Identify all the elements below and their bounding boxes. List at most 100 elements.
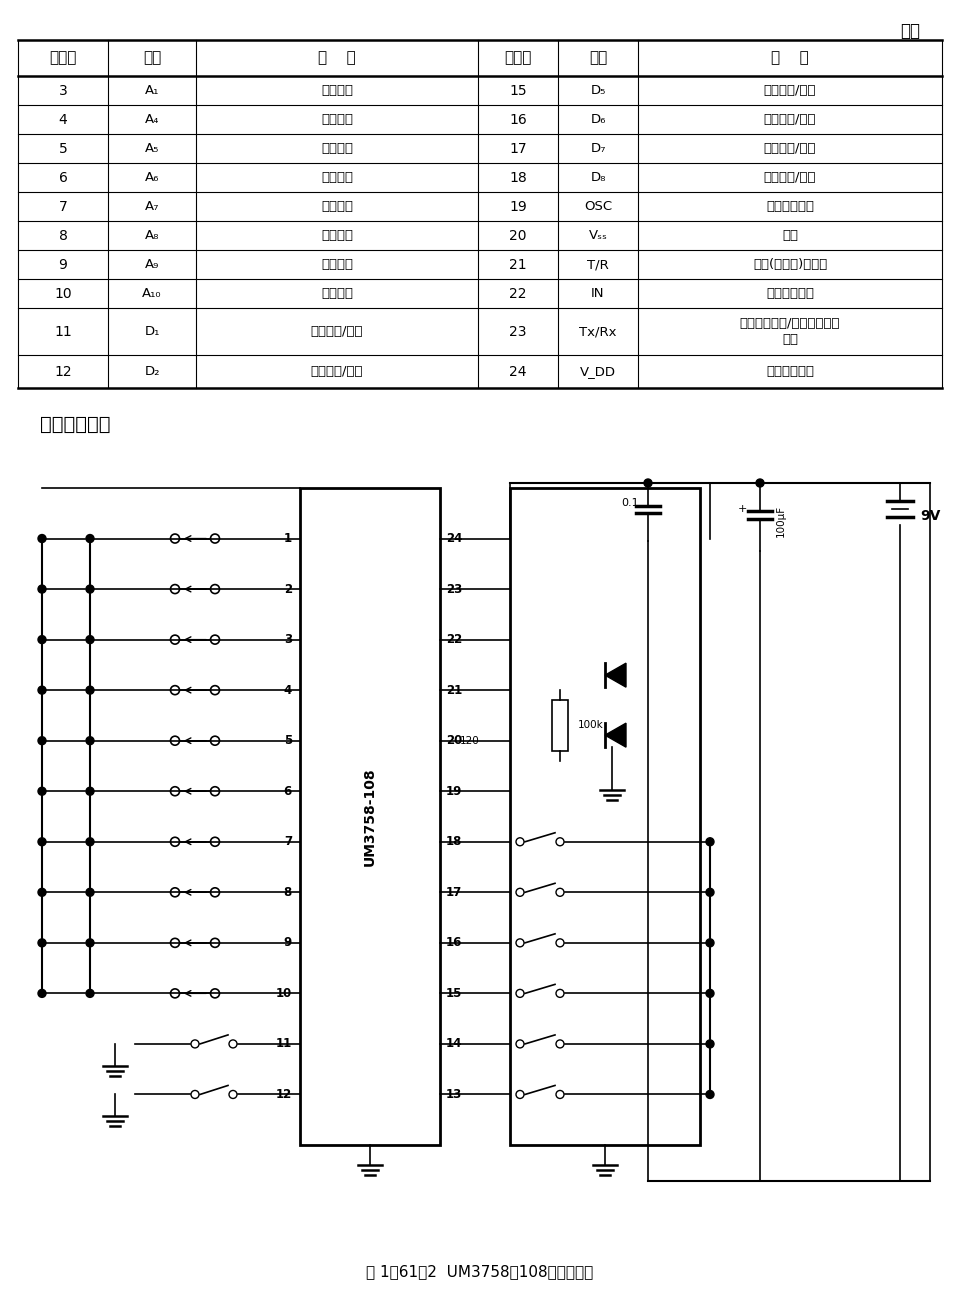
Text: 24: 24 <box>509 365 527 378</box>
Text: 外接振荡元件: 外接振荡元件 <box>766 200 814 213</box>
Text: A₇: A₇ <box>145 200 159 213</box>
Text: 地址输入: 地址输入 <box>321 84 353 97</box>
Circle shape <box>86 990 94 998</box>
Text: 外接电源正端: 外接电源正端 <box>766 365 814 378</box>
Circle shape <box>706 1040 714 1048</box>
Text: 12: 12 <box>54 365 72 378</box>
Circle shape <box>706 990 714 998</box>
Text: 地址输入: 地址输入 <box>321 287 353 300</box>
Text: 6: 6 <box>59 170 67 184</box>
Circle shape <box>86 889 94 896</box>
Text: 17: 17 <box>509 142 527 156</box>
Text: 4: 4 <box>284 683 292 696</box>
Text: 10: 10 <box>276 987 292 1000</box>
Text: A₉: A₉ <box>145 259 159 271</box>
Text: T/R: T/R <box>588 259 609 271</box>
Text: 续表: 续表 <box>900 22 920 40</box>
Text: 5: 5 <box>59 142 67 156</box>
Text: 14: 14 <box>446 1038 463 1051</box>
Text: 22: 22 <box>446 633 463 646</box>
Circle shape <box>38 686 46 694</box>
Text: 20: 20 <box>446 734 463 747</box>
Text: 数据输入/输出: 数据输入/输出 <box>764 171 816 184</box>
Circle shape <box>38 990 46 998</box>
Text: A₅: A₅ <box>145 142 159 155</box>
Text: 1: 1 <box>284 533 292 546</box>
Text: 符号: 符号 <box>143 51 161 65</box>
Circle shape <box>38 534 46 543</box>
Circle shape <box>38 838 46 846</box>
Circle shape <box>38 737 46 744</box>
Circle shape <box>644 479 652 487</box>
Text: 20: 20 <box>509 229 527 243</box>
Text: 11: 11 <box>54 325 72 339</box>
Text: 接地: 接地 <box>782 229 798 242</box>
Text: 地址输入: 地址输入 <box>321 171 353 184</box>
Circle shape <box>38 939 46 947</box>
Text: 功    能: 功 能 <box>318 51 356 65</box>
Text: 17: 17 <box>446 886 463 899</box>
Text: OSC: OSC <box>584 200 612 213</box>
Text: 120: 120 <box>460 735 480 746</box>
Text: 2: 2 <box>284 582 292 595</box>
Circle shape <box>38 889 46 896</box>
Circle shape <box>706 889 714 896</box>
Circle shape <box>86 838 94 846</box>
Text: +: + <box>737 504 747 514</box>
Text: Vₛₛ: Vₛₛ <box>588 229 608 242</box>
Bar <box>300 488 440 1144</box>
Text: A₆: A₆ <box>145 171 159 184</box>
Text: 引脚号: 引脚号 <box>504 51 532 65</box>
Text: 16: 16 <box>446 937 463 950</box>
Text: 3: 3 <box>59 83 67 97</box>
Text: 0.1: 0.1 <box>621 498 638 508</box>
Circle shape <box>38 787 46 795</box>
Circle shape <box>86 534 94 543</box>
Circle shape <box>38 635 46 643</box>
Text: A₁: A₁ <box>145 84 159 97</box>
Text: 数据输入/输出: 数据输入/输出 <box>311 365 363 378</box>
Circle shape <box>86 737 94 744</box>
Circle shape <box>756 479 764 487</box>
Text: A₈: A₈ <box>145 229 159 242</box>
Text: D₇: D₇ <box>590 142 606 155</box>
Text: 6: 6 <box>284 785 292 798</box>
Text: A₁₀: A₁₀ <box>142 287 162 300</box>
Text: 数据输入/输出: 数据输入/输出 <box>764 84 816 97</box>
Polygon shape <box>605 664 626 687</box>
Text: 10: 10 <box>54 287 72 301</box>
Text: D₂: D₂ <box>144 365 159 378</box>
Text: 16: 16 <box>509 113 527 126</box>
Text: 功    能: 功 能 <box>771 51 809 65</box>
Text: 5: 5 <box>284 734 292 747</box>
Text: D₅: D₅ <box>590 84 606 97</box>
Text: 7: 7 <box>284 835 292 848</box>
Text: 8: 8 <box>59 229 67 243</box>
Text: 符号: 符号 <box>588 51 607 65</box>
Bar <box>552 700 568 751</box>
Circle shape <box>706 939 714 947</box>
Text: 9V: 9V <box>920 509 941 523</box>
Text: 地址输入: 地址输入 <box>321 142 353 155</box>
Text: 图 1－61－2  UM3758－108发射电路图: 图 1－61－2 UM3758－108发射电路图 <box>367 1264 593 1280</box>
Text: 22: 22 <box>509 287 527 301</box>
Text: D₁: D₁ <box>144 325 159 338</box>
Text: 23: 23 <box>509 325 527 339</box>
Text: 地址输入: 地址输入 <box>321 200 353 213</box>
Text: 19: 19 <box>509 200 527 214</box>
Text: 数据输入/输出: 数据输入/输出 <box>764 142 816 155</box>
Bar <box>510 488 700 1144</box>
Text: 15: 15 <box>509 83 527 97</box>
Text: 4: 4 <box>59 113 67 126</box>
Text: 12: 12 <box>276 1089 292 1102</box>
Circle shape <box>86 585 94 594</box>
Circle shape <box>38 585 46 594</box>
Text: D₈: D₈ <box>590 171 606 184</box>
Text: 3: 3 <box>284 633 292 646</box>
Circle shape <box>86 686 94 694</box>
Text: 地址输入: 地址输入 <box>321 113 353 126</box>
Text: IN: IN <box>591 287 605 300</box>
Circle shape <box>86 635 94 643</box>
Circle shape <box>86 939 94 947</box>
Text: 发射编码输出/输出译码有效: 发射编码输出/输出译码有效 <box>740 317 840 330</box>
